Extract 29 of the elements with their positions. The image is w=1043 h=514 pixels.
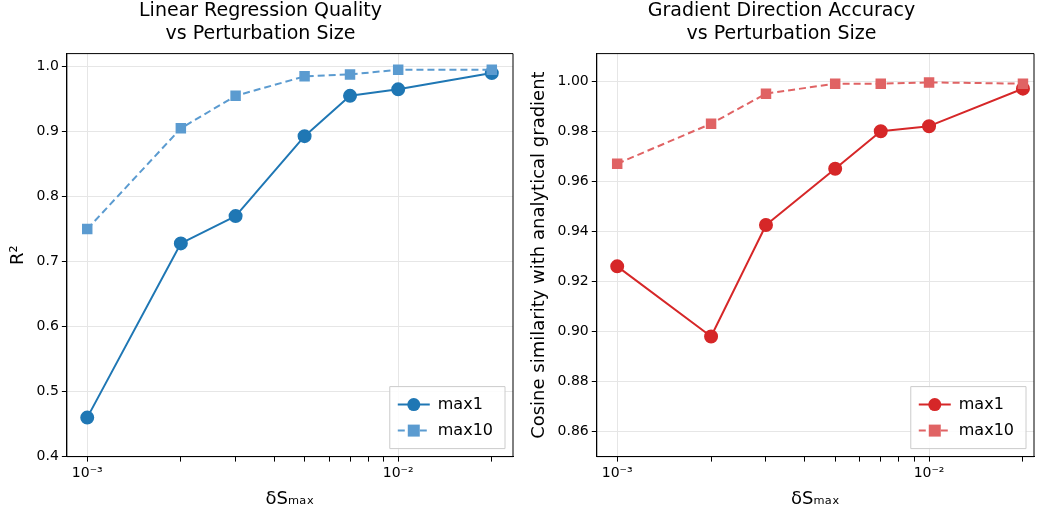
x-axis-title: δSₘₐₓ [265, 486, 315, 508]
x-tick-label: 10⁻³ [601, 463, 633, 480]
y-tick-label: 0.98 [557, 121, 589, 138]
y-tick-label: 1.0 [36, 57, 59, 74]
y-tick-label: 0.7 [36, 252, 59, 269]
x-tick-label: 10⁻² [913, 463, 945, 480]
chart-title: Linear Regression Quality vs Perturbation Size [139, 0, 382, 44]
y-tick-label: 0.6 [36, 317, 59, 334]
legend-label: max1 [958, 393, 1004, 413]
legend-label: max10 [437, 419, 493, 439]
y-tick-label: 0.4 [36, 447, 59, 464]
y-tick-label: 0.92 [557, 272, 589, 289]
y-tick-label: 0.8 [36, 187, 59, 204]
y-tick-label: 0.9 [36, 122, 59, 139]
x-axis-title: δSₘₐₓ [791, 486, 840, 508]
y-tick-label: 0.96 [557, 171, 589, 188]
y-tick-label: 1.00 [557, 71, 589, 88]
y-axis-title: R² [6, 245, 28, 265]
x-tick-label: 10⁻² [382, 463, 414, 480]
legend-label: max1 [437, 393, 483, 413]
chart-title: Gradient Direction Accuracy vs Perturbation Size [647, 0, 916, 44]
y-tick-label: 0.94 [557, 221, 589, 238]
legend-label: max10 [958, 419, 1014, 439]
y-tick-label: 0.86 [557, 422, 589, 439]
x-tick-label: 10⁻³ [71, 463, 103, 480]
y-axis-title: Cosine similarity with analytical gradient [527, 71, 549, 439]
y-tick-label: 0.90 [557, 322, 589, 339]
y-tick-label: 0.88 [557, 372, 589, 389]
y-tick-label: 0.5 [36, 382, 59, 399]
